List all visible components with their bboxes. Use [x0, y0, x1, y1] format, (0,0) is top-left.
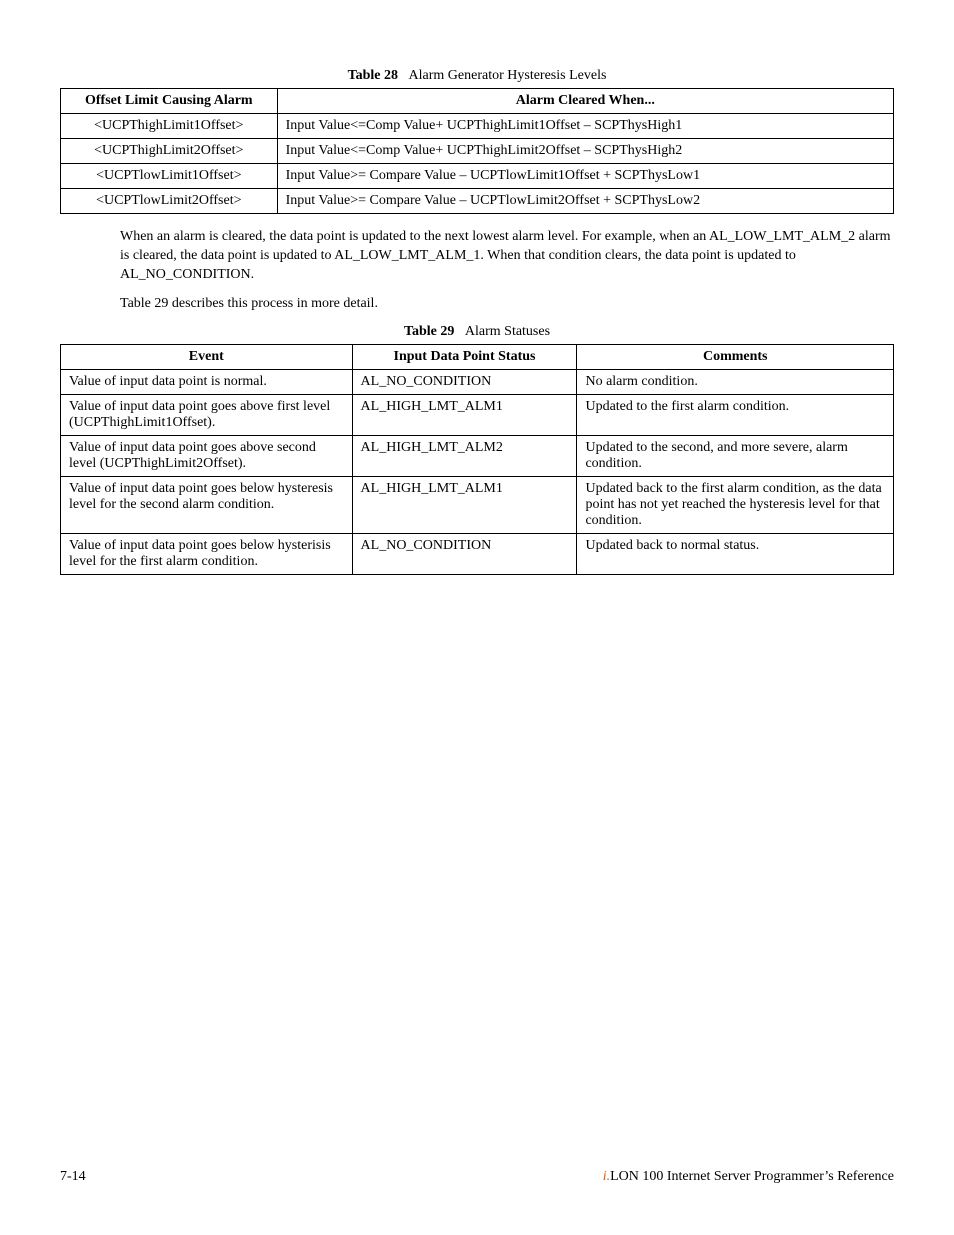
table-cell: AL_NO_CONDITION: [352, 533, 577, 574]
table-cell: <UCPTlowLimit2Offset>: [61, 189, 278, 214]
table28-header-0: Offset Limit Causing Alarm: [61, 89, 278, 114]
table-cell: No alarm condition.: [577, 369, 894, 394]
table29-caption: Table 29 Alarm Statuses: [60, 324, 894, 340]
table-header-row: Event Input Data Point Status Comments: [61, 344, 894, 369]
table-cell: <UCPTlowLimit1Offset>: [61, 164, 278, 189]
table-cell: AL_HIGH_LMT_ALM1: [352, 394, 577, 435]
table-cell: Value of input data point goes below hys…: [61, 476, 353, 533]
paragraph-1: When an alarm is cleared, the data point…: [120, 228, 894, 285]
page-footer: 7-14 i.LON 100 Internet Server Programme…: [60, 1169, 894, 1185]
table-cell: AL_NO_CONDITION: [352, 369, 577, 394]
table-row: <UCPThighLimit2Offset> Input Value<=Comp…: [61, 139, 894, 164]
table-row: <UCPTlowLimit1Offset> Input Value>= Comp…: [61, 164, 894, 189]
footer-rest: LON 100 Internet Server Programmer’s Ref…: [610, 1169, 894, 1184]
table-row: Value of input data point goes below hys…: [61, 533, 894, 574]
footer-page-number: 7-14: [60, 1169, 86, 1185]
table-cell: Value of input data point goes above fir…: [61, 394, 353, 435]
table-cell: Updated to the first alarm condition.: [577, 394, 894, 435]
table-row: Value of input data point goes above fir…: [61, 394, 894, 435]
table28: Offset Limit Causing Alarm Alarm Cleared…: [60, 88, 894, 214]
table-cell: Input Value>= Compare Value – UCPTlowLim…: [277, 189, 893, 214]
table28-caption-bold: Table 28: [348, 68, 398, 83]
table-cell: Value of input data point goes above sec…: [61, 435, 353, 476]
table-cell: AL_HIGH_LMT_ALM1: [352, 476, 577, 533]
table-cell: Input Value>= Compare Value – UCPTlowLim…: [277, 164, 893, 189]
table-cell: Input Value<=Comp Value+ UCPThighLimit1O…: [277, 114, 893, 139]
table-cell: Updated back to normal status.: [577, 533, 894, 574]
table-cell: <UCPThighLimit2Offset>: [61, 139, 278, 164]
table-row: Value of input data point goes below hys…: [61, 476, 894, 533]
table-row: <UCPTlowLimit2Offset> Input Value>= Comp…: [61, 189, 894, 214]
table29-header-2: Comments: [577, 344, 894, 369]
table-cell: AL_HIGH_LMT_ALM2: [352, 435, 577, 476]
table-cell: Value of input data point goes below hys…: [61, 533, 353, 574]
table-cell: Value of input data point is normal.: [61, 369, 353, 394]
table29: Event Input Data Point Status Comments V…: [60, 344, 894, 575]
table28-caption-rest: Alarm Generator Hysteresis Levels: [409, 68, 607, 83]
paragraph-2: Table 29 describes this process in more …: [120, 295, 894, 314]
table29-header-0: Event: [61, 344, 353, 369]
table28-header-1: Alarm Cleared When...: [277, 89, 893, 114]
footer-title: i.LON 100 Internet Server Programmer’s R…: [603, 1169, 894, 1185]
table29-caption-rest: Alarm Statuses: [465, 324, 550, 339]
table-cell: Input Value<=Comp Value+ UCPThighLimit2O…: [277, 139, 893, 164]
table-row: Value of input data point is normal. AL_…: [61, 369, 894, 394]
table28-caption: Table 28 Alarm Generator Hysteresis Leve…: [60, 68, 894, 84]
table-header-row: Offset Limit Causing Alarm Alarm Cleared…: [61, 89, 894, 114]
table-row: Value of input data point goes above sec…: [61, 435, 894, 476]
table-row: <UCPThighLimit1Offset> Input Value<=Comp…: [61, 114, 894, 139]
footer-prefix: i.: [603, 1169, 610, 1184]
table-cell: <UCPThighLimit1Offset>: [61, 114, 278, 139]
table29-caption-bold: Table 29: [404, 324, 454, 339]
table-cell: Updated back to the first alarm conditio…: [577, 476, 894, 533]
table-cell: Updated to the second, and more severe, …: [577, 435, 894, 476]
table29-header-1: Input Data Point Status: [352, 344, 577, 369]
